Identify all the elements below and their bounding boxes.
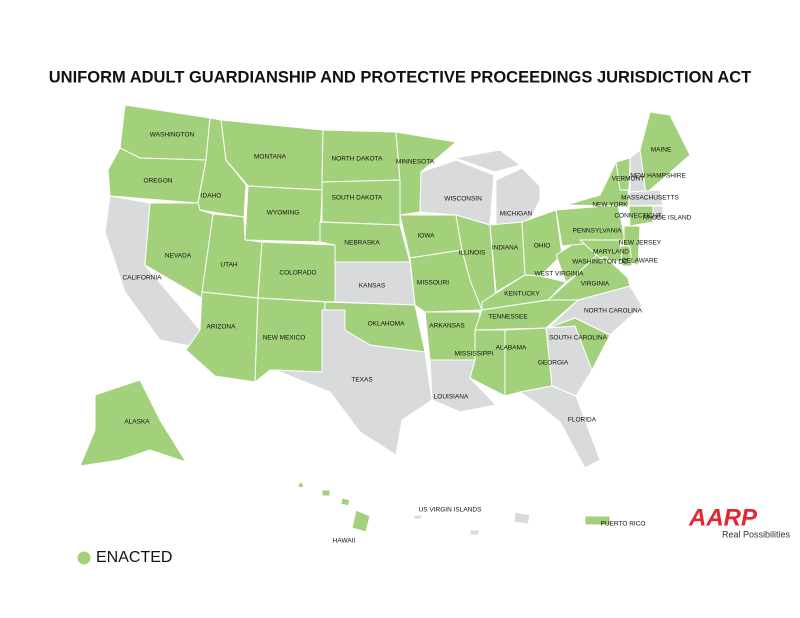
state-shape xyxy=(601,256,608,263)
state-label: RHODE ISLAND xyxy=(643,215,692,222)
logo-brand: AARP xyxy=(688,504,758,531)
state-shape xyxy=(513,511,531,525)
state-label: OREGON xyxy=(144,178,173,185)
state-label: VIRGINIA xyxy=(581,281,610,288)
state-label: MARYLAND xyxy=(593,249,629,256)
state-label: INDIANA xyxy=(492,245,519,252)
state-label: WISCONSIN xyxy=(444,196,482,203)
state-label: MISSOURI xyxy=(417,280,449,287)
state-shape xyxy=(340,497,351,507)
state-label: TENNESSEE xyxy=(488,314,528,321)
state-label: ALASKA xyxy=(124,419,150,426)
state-label: GEORGIA xyxy=(538,360,569,367)
state-label: MICHIGAN xyxy=(500,211,533,218)
state-shape xyxy=(474,299,579,331)
state-shape xyxy=(321,179,401,226)
state-shape xyxy=(628,189,664,207)
state-label: PENNSYLVANIA xyxy=(573,228,623,235)
state-label: ARKANSAS xyxy=(429,323,465,330)
state-shape xyxy=(413,514,423,520)
state-label: NEW YORK xyxy=(592,202,628,209)
state-label: ALABAMA xyxy=(496,345,527,352)
legend-swatch xyxy=(77,551,91,565)
state-label: KANSAS xyxy=(359,283,386,290)
state-label: WEST VIRGINIA xyxy=(535,271,585,278)
state-shape xyxy=(79,379,187,467)
state-label: FLORIDA xyxy=(568,417,597,424)
state-label: MAINE xyxy=(651,147,672,154)
state-label: NORTH DAKOTA xyxy=(331,156,383,163)
state-shape xyxy=(469,529,481,536)
state-label: IOWA xyxy=(417,233,435,240)
state-shape xyxy=(274,309,433,456)
state-label: NEW MEXICO xyxy=(263,335,306,342)
state-label: LOUISIANA xyxy=(434,394,469,401)
state-label: WYOMING xyxy=(267,210,300,217)
legend-label: ENACTED xyxy=(96,549,172,566)
state-label: MASSACHUSETTS xyxy=(621,195,679,202)
state-label: CONNECTICUT xyxy=(614,213,661,220)
state-label: OKLAHOMA xyxy=(368,321,406,328)
state-label: NEBRASKA xyxy=(344,240,380,247)
state-shape xyxy=(584,515,611,526)
state-label: ILLINOIS xyxy=(459,250,486,257)
state-label: SOUTH DAKOTA xyxy=(332,195,383,202)
state-label: MINNESOTA xyxy=(396,159,435,166)
state-label: NEW HAMPSHIRE xyxy=(630,173,686,180)
state-label: COLORADO xyxy=(279,270,316,277)
state-label: CALIFORNIA xyxy=(122,275,162,282)
state-label: NORTH CAROLINA xyxy=(584,308,643,315)
state-label: PUERTO RICO xyxy=(601,521,646,528)
state-label: TEXAS xyxy=(351,377,373,384)
state-label: OHIO xyxy=(534,243,551,250)
state-shape xyxy=(579,239,623,263)
logo-tagline: Real Possibilities xyxy=(722,529,791,539)
state-label: VERMONT xyxy=(612,176,645,183)
state-shape xyxy=(321,489,331,497)
state-label: MISSISSIPPI xyxy=(455,351,494,358)
state-label: DELAWARE xyxy=(622,258,659,265)
state-label: NEVADA xyxy=(165,253,192,260)
state-shape xyxy=(297,481,305,489)
state-shape xyxy=(615,157,631,191)
title: UNIFORM ADULT GUARDIANSHIP AND PROTECTIV… xyxy=(49,68,752,86)
state-label: KENTUCKY xyxy=(504,291,540,298)
state-shape xyxy=(628,205,654,227)
state-shape xyxy=(351,509,371,533)
state-label: MONTANA xyxy=(254,154,287,161)
states xyxy=(79,104,691,536)
state-label: HAWAII xyxy=(333,538,356,545)
state-label: UTAH xyxy=(220,262,238,269)
state-shape xyxy=(519,385,601,469)
state-shape xyxy=(521,209,563,277)
state-label: NEW JERSEY xyxy=(619,240,662,247)
state-labels: WASHINGTON OREGON CALIFORNIA IDAHO NEVADA MON… xyxy=(122,132,691,545)
state-label: US VIRGIN ISLANDS xyxy=(419,507,483,514)
state-label: SOUTH CAROLINA xyxy=(549,335,607,342)
state-label: IDAHO xyxy=(201,193,222,200)
state-label: WASHINGTON xyxy=(150,132,195,139)
state-label: WASHINGTON DC xyxy=(572,259,628,266)
state-shape xyxy=(454,149,521,173)
state-label: ARIZONA xyxy=(207,324,237,331)
state-shape xyxy=(185,291,259,383)
state-shape xyxy=(469,329,506,397)
